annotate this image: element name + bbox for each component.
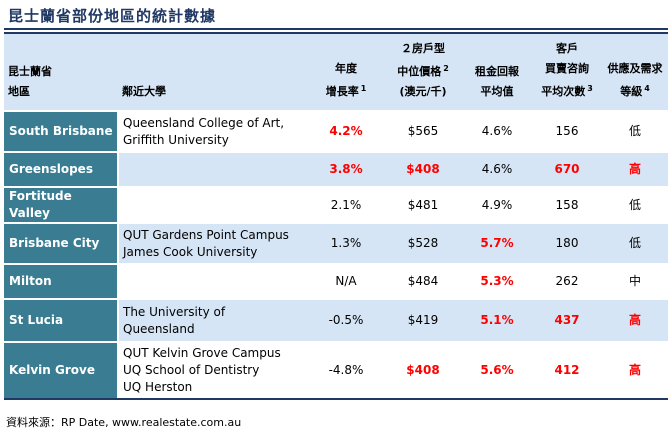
growth-cell: 2.1% <box>308 186 384 223</box>
inquiries-cell: 670 <box>532 151 602 187</box>
area-name-cell: St Lucia <box>4 298 119 342</box>
title-rule <box>4 28 668 30</box>
median-price-cell: $484 <box>384 263 462 299</box>
header-inquiries: 客戶 買賣咨詢 平均次數 3 <box>532 32 602 111</box>
inquiries-cell: 158 <box>532 186 602 223</box>
median-price-cell: $481 <box>384 186 462 223</box>
growth-cell: -0.5% <box>308 298 384 342</box>
median-price-cell: $565 <box>384 110 462 152</box>
median-price-cell: $528 <box>384 222 462 264</box>
area-name-cell: South Brisbane <box>4 110 119 152</box>
university-name: The University of <box>123 304 226 319</box>
rental-yield-cell: 5.1% <box>462 298 532 342</box>
supply-demand-cell: 高 <box>602 341 668 400</box>
inquiries-cell: 180 <box>532 222 602 264</box>
university-name: Queensland <box>123 321 195 336</box>
area-name-cell: Fortitude Valley <box>4 186 119 223</box>
supply-demand-cell: 高 <box>602 151 668 187</box>
header-growth: 年度 增長率 1 <box>308 32 384 111</box>
supply-demand-cell: 中 <box>602 263 668 299</box>
table-row: South Brisbane Queensland College of Art,… <box>4 110 668 152</box>
university-cell <box>118 151 308 187</box>
inquiries-cell: 412 <box>532 341 602 400</box>
growth-cell: -4.8% <box>308 341 384 400</box>
university-name: Queensland College of Art, <box>123 115 285 130</box>
university-cell: Queensland College of Art, Griffith Unive… <box>118 110 308 152</box>
rental-yield-cell: 4.6% <box>462 110 532 152</box>
growth-cell: N/A <box>308 263 384 299</box>
rental-yield-cell: 4.6% <box>462 151 532 187</box>
university-cell: QUT Kelvin Grove Campus UQ School of Dent… <box>118 341 308 400</box>
university-cell: QUT Gardens Point Campus James Cook Unive… <box>118 222 308 264</box>
university-name: QUT Kelvin Grove Campus <box>123 346 281 360</box>
supply-demand-cell: 低 <box>602 110 668 152</box>
university-name: QUT Gardens Point Campus <box>123 227 289 242</box>
inquiries-cell: 262 <box>532 263 602 299</box>
university-cell: The University of Queensland <box>118 298 308 342</box>
university-name: James Cook University <box>123 244 258 259</box>
source-note: 資料來源：RP Date, www.realestate.com.au <box>6 416 242 429</box>
rental-yield-cell: 5.3% <box>462 263 532 299</box>
growth-cell: 1.3% <box>308 222 384 264</box>
table-row: Fortitude Valley 2.1% $481 4.9% 158 低 <box>4 186 668 223</box>
area-name-cell: Brisbane City <box>4 222 119 264</box>
median-price-cell: $408 <box>384 151 462 187</box>
university-name: Griffith University <box>123 132 229 147</box>
header-supply-demand: 供應及需求 等級 4 <box>602 32 668 111</box>
growth-cell: 3.8% <box>308 151 384 187</box>
supply-demand-cell: 高 <box>602 298 668 342</box>
area-name-cell: Greenslopes <box>4 151 119 187</box>
growth-cell: 4.2% <box>308 110 384 152</box>
header-area: 昆士蘭省 地區 <box>4 32 118 111</box>
university-cell <box>118 263 308 299</box>
header-rental-yield: 租金回報 平均值 <box>462 32 532 111</box>
inquiries-cell: 437 <box>532 298 602 342</box>
supply-demand-cell: 低 <box>602 186 668 223</box>
median-price-cell: $419 <box>384 298 462 342</box>
university-name: UQ Herston <box>123 380 193 394</box>
median-price-cell: $408 <box>384 341 462 400</box>
inquiries-cell: 156 <box>532 110 602 152</box>
rental-yield-cell: 5.7% <box>462 222 532 264</box>
table-row: St Lucia The University of Queensland -0.5%… <box>4 298 668 342</box>
supply-demand-cell: 低 <box>602 222 668 264</box>
document-title: 昆士蘭省部份地區的統計數據 <box>8 7 217 25</box>
table-row: Brisbane City QUT Gardens Point Campus Jam… <box>4 222 668 264</box>
area-name-cell: Milton <box>4 263 119 299</box>
table-row: Milton N/A $484 5.3% 262 中 <box>4 263 668 299</box>
table-row: Greenslopes 3.8% $408 4.6% 670 高 <box>4 151 668 187</box>
university-cell <box>118 186 308 223</box>
rental-yield-cell: 5.6% <box>462 341 532 400</box>
statistics-table: 昆士蘭省 地區 鄰近大學 年度 增長率 1 ２房戶型 中位價格 2 (澳元/千) 租… <box>4 32 668 400</box>
area-name-cell: Kelvin Grove <box>4 341 119 400</box>
rental-yield-cell: 4.9% <box>462 186 532 223</box>
table-header-row: 昆士蘭省 地區 鄰近大學 年度 增長率 1 ２房戶型 中位價格 2 (澳元/千) 租… <box>4 32 668 111</box>
header-median-price: ２房戶型 中位價格 2 (澳元/千) <box>384 32 462 111</box>
header-university: 鄰近大學 <box>118 32 308 111</box>
table-row: Kelvin Grove QUT Kelvin Grove Campus UQ Sc… <box>4 341 668 400</box>
university-name: UQ School of Dentistry <box>123 363 260 377</box>
